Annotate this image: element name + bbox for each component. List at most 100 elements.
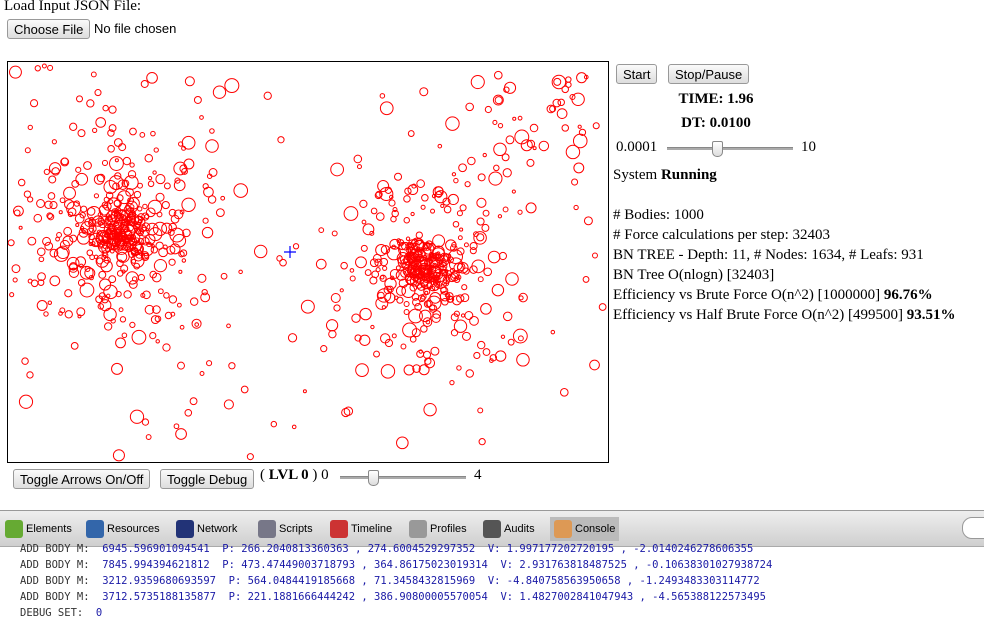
body (170, 214, 180, 224)
body (391, 244, 396, 250)
dt-thumb[interactable] (712, 141, 723, 157)
body (104, 322, 113, 331)
body (450, 244, 458, 252)
body (144, 304, 155, 315)
choose-file[interactable]: Choose File (7, 19, 91, 39)
body (423, 403, 437, 417)
body (583, 74, 589, 80)
body (437, 143, 443, 149)
body (470, 75, 485, 90)
body (108, 199, 114, 205)
console-value: 0 (95, 607, 103, 619)
body (287, 333, 298, 343)
body (142, 203, 148, 210)
body (129, 409, 145, 424)
body (456, 294, 465, 303)
tab-icon (258, 520, 276, 538)
lvl-thumb[interactable] (368, 470, 379, 486)
lvl-slider[interactable] (340, 476, 466, 479)
toggle-arrows[interactable]: Toggle Arrows On/Off (13, 469, 151, 489)
body (80, 221, 94, 235)
body (124, 224, 136, 237)
body (483, 267, 493, 277)
devtools-tab[interactable]: Audits (483, 517, 535, 541)
body (382, 265, 388, 271)
body (360, 244, 368, 252)
body (465, 369, 474, 378)
body (403, 308, 410, 315)
tab-icon (330, 520, 348, 538)
body (161, 222, 173, 234)
body (70, 342, 79, 350)
devtools-tab[interactable]: Console (550, 517, 620, 541)
simulation-canvas[interactable] (7, 61, 609, 463)
body (396, 296, 404, 304)
body (36, 300, 48, 311)
body (497, 214, 503, 219)
body (64, 310, 73, 319)
body (392, 207, 398, 213)
stop-button[interactable]: Stop/Pause (668, 64, 750, 84)
devtools-tab[interactable]: Network (176, 517, 237, 541)
body (56, 231, 62, 238)
body (37, 272, 46, 282)
console-label: ADD BODY M: (20, 543, 90, 555)
body (189, 397, 198, 406)
tab-icon (176, 520, 194, 538)
body (403, 217, 410, 224)
body (551, 74, 567, 90)
body (407, 130, 415, 137)
body (94, 89, 102, 97)
body (359, 199, 368, 209)
body (572, 133, 588, 149)
body (133, 190, 142, 199)
devtools-tab[interactable]: Profiles (409, 517, 467, 541)
body (418, 241, 428, 252)
body (149, 331, 157, 340)
body (456, 210, 463, 217)
body (452, 220, 460, 228)
devtools-tab[interactable]: Resources (86, 517, 160, 541)
search-box[interactable] (962, 517, 984, 539)
body (110, 214, 115, 220)
dt-slider[interactable] (667, 147, 793, 150)
devtools-tab[interactable]: Elements (5, 517, 72, 541)
console-line: DEBUG SET: 0 (20, 607, 102, 619)
body (573, 204, 579, 211)
devtools-tab[interactable]: Scripts (258, 517, 313, 541)
body (517, 115, 523, 121)
body (459, 204, 467, 212)
body (410, 211, 415, 217)
body (467, 156, 476, 166)
start-button[interactable]: Start (616, 64, 658, 84)
body (403, 300, 410, 308)
body (408, 257, 418, 266)
body (453, 276, 461, 283)
body (576, 72, 588, 84)
body (11, 264, 21, 274)
body (179, 209, 185, 215)
efficiency-value: 96.76% (883, 287, 933, 303)
body (104, 233, 110, 239)
body (331, 230, 338, 237)
devtools-tab[interactable]: Timeline (330, 517, 392, 541)
body (60, 157, 70, 167)
body (270, 420, 278, 428)
body (426, 265, 433, 271)
body (152, 221, 168, 236)
body (68, 263, 79, 273)
body (482, 209, 490, 217)
body (92, 215, 104, 227)
body (569, 94, 576, 101)
toggle-debug[interactable]: Toggle Debug (160, 469, 255, 489)
body (105, 191, 114, 200)
body (489, 358, 494, 363)
body (520, 139, 533, 152)
body (133, 262, 141, 270)
body (302, 389, 307, 394)
body (191, 318, 202, 329)
body (34, 65, 41, 72)
body (153, 147, 159, 153)
body (412, 364, 421, 373)
body (48, 162, 62, 175)
